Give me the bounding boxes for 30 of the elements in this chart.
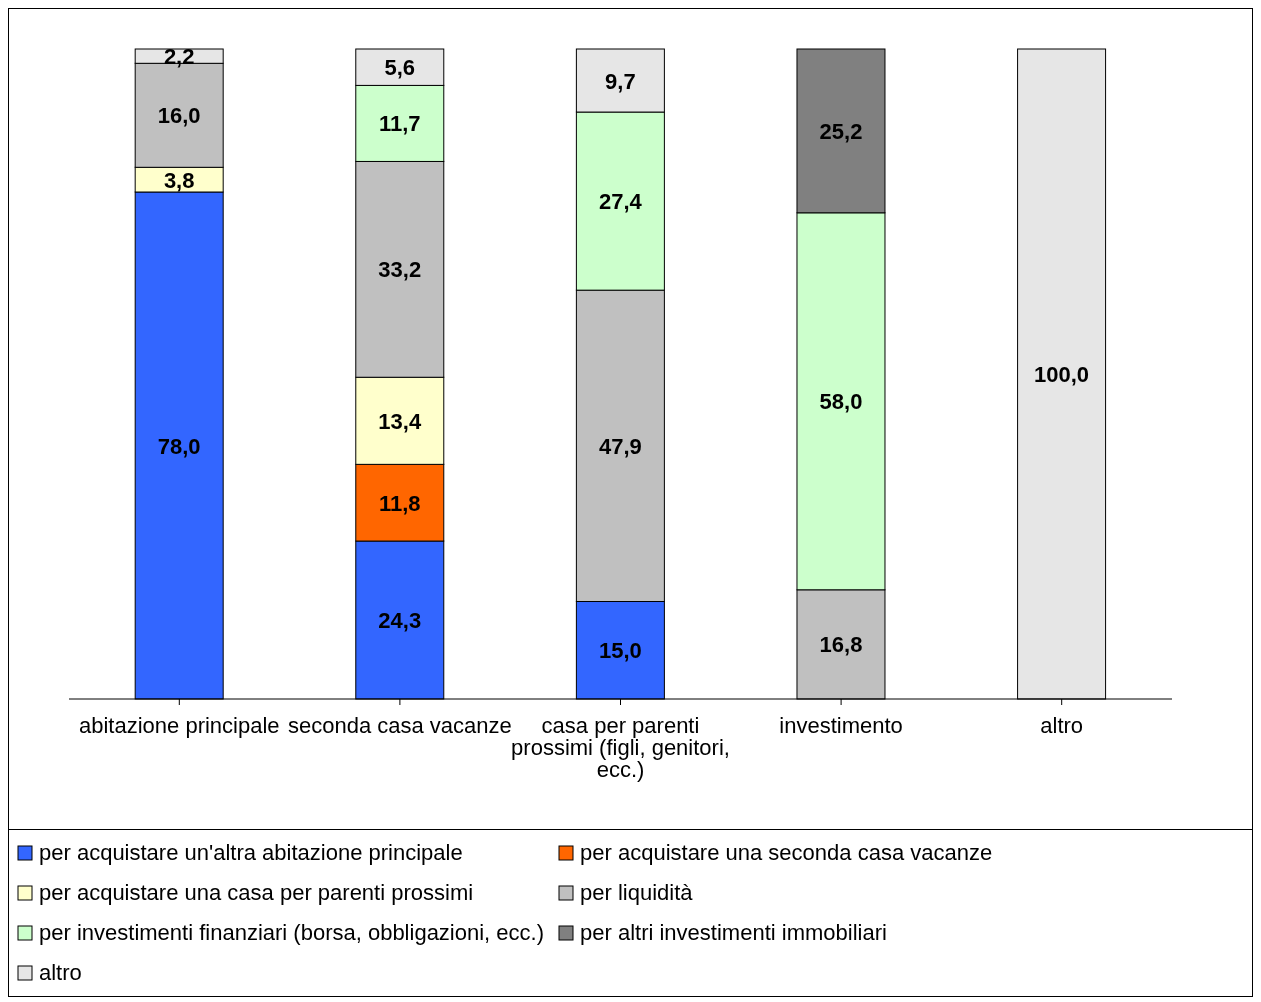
data-label: 15,0 — [598, 638, 642, 664]
legend-label: per altri investimenti immobiliari — [579, 920, 888, 946]
data-label: 5,6 — [384, 55, 416, 81]
data-label: 16,0 — [157, 103, 201, 129]
data-label: 78,0 — [157, 433, 201, 459]
data-label: 13,4 — [378, 408, 422, 434]
legend-label: per acquistare una seconda casa vacanze — [579, 840, 993, 866]
data-label: 24,3 — [378, 608, 422, 634]
data-label: 27,4 — [598, 189, 643, 215]
data-label: 33,2 — [378, 257, 422, 283]
data-label: 47,9 — [598, 433, 642, 459]
data-label: 25,2 — [819, 118, 863, 144]
legend-label: per liquidità — [579, 880, 694, 906]
data-label: 2,2 — [163, 44, 195, 70]
legend-label: per acquistare un'altra abitazione principale — [38, 840, 464, 866]
x-tick-label: casa per parenti prossimi (figli, genitori, ecc.) — [511, 712, 730, 782]
data-label: 9,7 — [605, 68, 636, 94]
x-tick-label: altro — [1040, 712, 1084, 738]
data-label: 11,8 — [378, 490, 421, 516]
x-tick-label: investimento — [779, 712, 903, 738]
data-label: 58,0 — [819, 389, 863, 415]
legend-label: altro — [38, 960, 83, 986]
x-tick-label: abitazione principale — [79, 712, 280, 738]
data-label: 3,8 — [163, 167, 195, 193]
x-tick-label: seconda casa vacanze — [287, 712, 512, 738]
data-label: 100,0 — [1034, 362, 1090, 387]
legend-label: per investimenti finanziari (borsa, obbligazioni, ecc.) — [38, 920, 545, 946]
data-label: 11,7 — [378, 111, 421, 137]
legend-label: per acquistare una casa per parenti prossimi — [38, 880, 475, 906]
data-label: 16,8 — [819, 632, 863, 658]
